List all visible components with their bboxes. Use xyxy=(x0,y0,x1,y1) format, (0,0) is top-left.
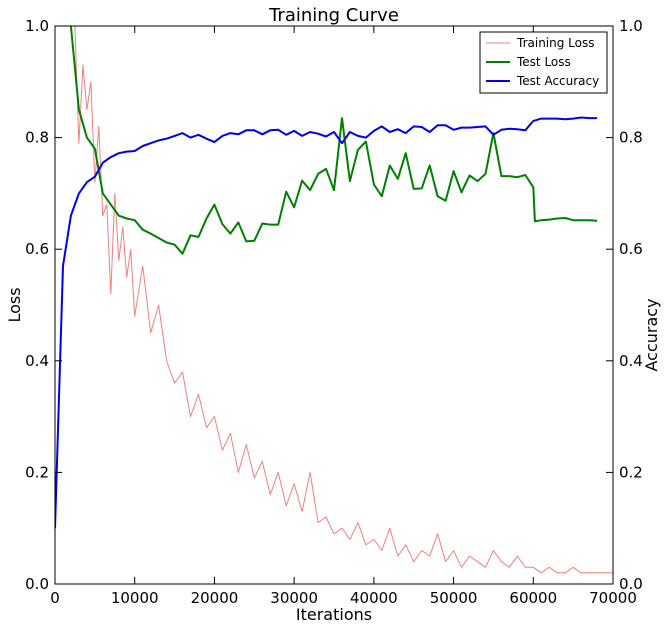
chart-title: Training Curve xyxy=(268,5,399,26)
y-tick-label: 0.2 xyxy=(25,463,49,481)
x-tick-label: 70000 xyxy=(589,589,637,607)
y-tick-label: 1.0 xyxy=(25,17,49,35)
series-layer xyxy=(55,26,613,574)
y2-axis-title: Accuracy xyxy=(642,298,661,371)
y-tick-label: 0.6 xyxy=(25,240,49,258)
y2-tick-label: 0.6 xyxy=(619,240,643,258)
x-tick-label: 30000 xyxy=(270,589,318,607)
y2-tick-label: 0.0 xyxy=(619,575,643,593)
y2-tick-label: 0.4 xyxy=(619,352,643,370)
y-tick-label: 0.8 xyxy=(25,129,49,147)
x-tick-label: 60000 xyxy=(509,589,557,607)
y-axis-title: Loss xyxy=(5,287,24,322)
series-line-training-loss xyxy=(70,26,613,574)
legend-label: Test Loss xyxy=(516,55,571,69)
x-tick-label: 50000 xyxy=(430,589,478,607)
legend: Training Loss Test Loss Test Accuracy xyxy=(479,31,608,94)
y2-tick-label: 0.2 xyxy=(619,463,643,481)
series-line-test-accuracy xyxy=(55,116,598,529)
x-tick-label: 20000 xyxy=(191,589,239,607)
y-tick-label: 0.0 xyxy=(25,575,49,593)
x-tick-label: 0 xyxy=(50,589,60,607)
plot-frame xyxy=(54,25,614,585)
x-axis-title: Iterations xyxy=(296,605,372,624)
legend-label: Training Loss xyxy=(516,36,594,50)
ticks-layer: 0 10000 20000 30000 40000 50000 60000 700000.00… xyxy=(25,17,643,607)
y-tick-label: 0.4 xyxy=(25,352,49,370)
legend-label: Test Accuracy xyxy=(516,74,599,88)
x-tick-label: 40000 xyxy=(350,589,398,607)
series-line-test-loss xyxy=(69,26,598,255)
y2-tick-label: 1.0 xyxy=(619,17,643,35)
x-tick-label: 10000 xyxy=(111,589,159,607)
y2-tick-label: 0.8 xyxy=(619,129,643,147)
